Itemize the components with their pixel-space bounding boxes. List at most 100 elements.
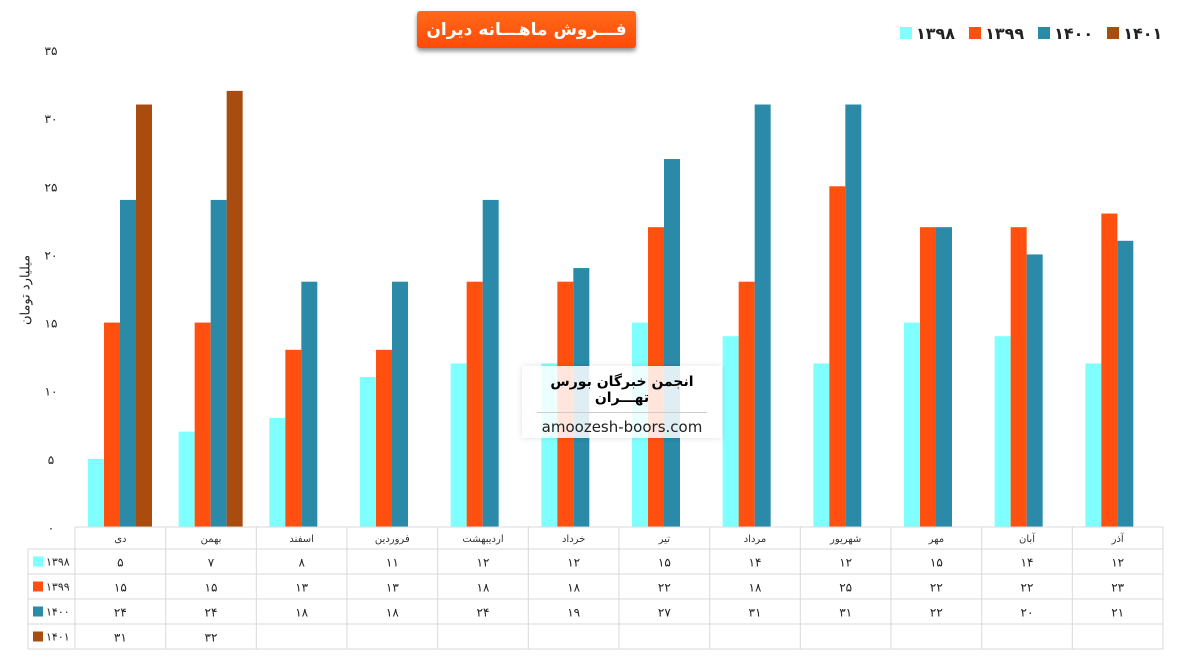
table-value: ۱۸ [567, 581, 580, 595]
bar [301, 281, 318, 527]
legend-swatch [900, 27, 912, 39]
legend-swatch [969, 27, 982, 39]
x-category-label: تیر [658, 534, 671, 545]
x-category-label: اسفند [289, 534, 313, 545]
bar [664, 159, 680, 527]
table-value: ۳۱ [839, 606, 852, 620]
bar [904, 322, 920, 527]
bar [392, 281, 408, 527]
legend-swatch [1038, 27, 1051, 39]
legend-label: ۱۳۹۹ [985, 23, 1025, 43]
table-value: ۱۸ [749, 581, 762, 595]
table-legend-swatch [33, 606, 43, 617]
table-value: ۲۷ [658, 606, 671, 620]
bar [88, 458, 104, 527]
table-value: ۱۵ [930, 556, 943, 570]
y-tick-label: ۰ [48, 521, 54, 535]
table-value: ۳۲ [205, 631, 218, 645]
bar [285, 349, 302, 527]
table-value: ۱۳ [386, 581, 399, 595]
table-value: ۱۴ [749, 556, 762, 570]
x-category-label: مرداد [744, 534, 767, 545]
table-value: ۱۲ [567, 556, 580, 570]
legend-label: ۱۳۹۸ [916, 23, 956, 43]
watermark-url: amoozesh-boors.com [541, 418, 703, 436]
y-axis-label: میلیارد تومان [18, 254, 34, 326]
bar [226, 90, 243, 527]
x-category-label: آذر [1111, 532, 1125, 545]
bar [376, 349, 392, 527]
bar [845, 104, 862, 527]
table-value: ۳۱ [114, 631, 127, 645]
x-category-label: مهر [928, 534, 944, 545]
table-legend-swatch [33, 581, 43, 592]
bar [466, 281, 483, 527]
bar [1085, 363, 1102, 527]
table-value: ۲۳ [1111, 581, 1124, 595]
bar [754, 104, 771, 527]
bar [1010, 227, 1027, 527]
bar [813, 363, 830, 527]
x-category-label: اردیبهشت [462, 534, 503, 545]
table-value: ۱۹ [567, 606, 580, 620]
legend-item: ۱۴۰۱ [1107, 24, 1162, 43]
table-value: ۱۳ [295, 581, 308, 595]
bar [920, 227, 936, 527]
bar [120, 199, 136, 527]
table-value: ۱۴ [1021, 556, 1034, 570]
table-value: ۲۰ [1021, 606, 1034, 620]
table-value: ۱۸ [295, 606, 308, 620]
legend-item: ۱۳۹۸ [900, 24, 955, 43]
x-category-label: خرداد [562, 534, 585, 545]
bar [829, 186, 846, 528]
x-category-label: آبان [1019, 532, 1036, 545]
table-value: ۱۵ [205, 581, 218, 595]
chart-title: فـــروش ماهـــانه دیران [417, 11, 636, 48]
table-value: ۲۴ [114, 606, 127, 620]
table-series-name: ۱۴۰۱ [46, 631, 70, 644]
bar [1026, 254, 1043, 527]
bar [210, 199, 227, 527]
table-legend-swatch [33, 556, 43, 567]
x-category-label: دی [114, 534, 126, 545]
bar [104, 322, 120, 527]
y-tick-label: ۱۵ [45, 317, 58, 331]
x-category-label: شهریور [829, 534, 861, 545]
table-value: ۲۲ [930, 581, 943, 595]
x-category-label: بهمن [201, 534, 222, 545]
x-category-label: فروردین [375, 534, 410, 545]
table-value: ۱۸ [386, 606, 399, 620]
table-series-name: ۱۳۹۹ [46, 581, 70, 594]
table-value: ۱۲ [839, 556, 852, 570]
bar [269, 417, 286, 527]
table-legend-swatch [33, 631, 43, 642]
watermark-divider [537, 412, 707, 413]
table-value: ۲۲ [930, 606, 943, 620]
y-tick-label: ۲۰ [45, 248, 58, 262]
legend-item: ۱۳۹۹ [969, 24, 1024, 43]
y-tick-label: ۳۵ [45, 44, 58, 58]
table-series-name: ۱۳۹۸ [46, 556, 70, 569]
bar [194, 322, 211, 527]
legend-swatch [1107, 27, 1120, 39]
table-value: ۲۲ [1021, 581, 1034, 595]
bar [178, 431, 195, 527]
y-tick-label: ۵ [48, 453, 54, 467]
bar [482, 199, 499, 527]
legend-label: ۱۴۰۰ [1054, 23, 1094, 43]
bar [936, 227, 952, 527]
legend-label: ۱۴۰۱ [1123, 23, 1163, 43]
table-value: ۲۵ [839, 581, 852, 595]
table-value: ۲۲ [658, 581, 671, 595]
table-value: ۵ [117, 556, 123, 570]
bar [1101, 213, 1118, 528]
bar [994, 336, 1011, 527]
y-tick-label: ۳۰ [45, 112, 58, 126]
table-value: ۸ [298, 556, 305, 570]
bar [136, 104, 152, 527]
table-value: ۱۵ [658, 556, 671, 570]
y-tick-label: ۲۵ [45, 180, 58, 194]
table-value: ۳۱ [749, 606, 762, 620]
legend-item: ۱۴۰۰ [1038, 24, 1093, 43]
